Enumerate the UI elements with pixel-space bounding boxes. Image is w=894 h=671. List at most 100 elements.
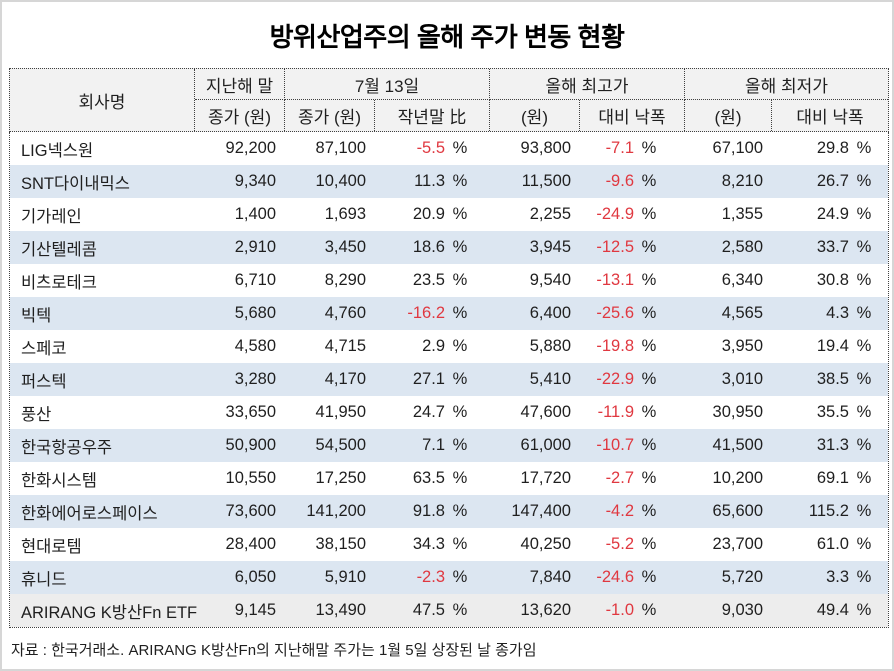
percent-sign: % (641, 370, 657, 388)
company-name-cell: 비츠로테크 (21, 273, 97, 292)
percent-sign: % (856, 535, 872, 553)
jul13-close-cell: 1,693 (324, 205, 366, 223)
high-drop-cell: -5.2% (579, 535, 684, 554)
year-high-cell: 47,600 (520, 403, 571, 421)
percent-sign: % (452, 337, 468, 355)
high-drop-cell: -25.6% (579, 304, 684, 323)
high-drop-cell: -13.1% (579, 271, 684, 290)
table-row: 기산텔레콤 2,910 3,450 18.6% 3,945 -12.5% 2,580 33.7… (10, 231, 888, 264)
low-drop-cell: 4.3% (771, 304, 888, 323)
header-vs-year-end: 작년말 比 (375, 100, 490, 131)
header-high-drop: 대비 낙폭 (580, 100, 685, 131)
vs-year-end-cell: 27.1% (374, 370, 489, 389)
year-high-cell: 13,620 (520, 601, 571, 619)
price-table: 회사명 지난해 말 7월 13일 올해 최고가 올해 최저가 종가 (원) 종가… (9, 68, 889, 628)
percent-sign: % (452, 271, 468, 289)
high-drop-cell: -9.6% (579, 172, 684, 191)
percent-sign: % (641, 436, 657, 454)
company-name-cell: 풍산 (21, 405, 52, 424)
last-year-close-cell: 5,680 (234, 304, 276, 322)
low-drop-cell: 49.4% (771, 601, 888, 620)
percent-value: 27.1 (412, 370, 445, 388)
last-year-close-cell: 50,900 (225, 436, 276, 454)
year-high-cell: 147,400 (511, 502, 571, 520)
percent-sign: % (856, 601, 872, 619)
percent-value: -9.6 (605, 172, 634, 190)
year-low-cell: 5,720 (721, 568, 763, 586)
vs-year-end-cell: 63.5% (374, 469, 489, 488)
percent-value: -10.7 (596, 436, 634, 454)
company-name-cell: 현대로템 (21, 537, 82, 556)
high-drop-cell: -11.9% (579, 403, 684, 422)
header-close-won-last: 종가 (원) (195, 100, 285, 131)
year-low-cell: 65,600 (712, 502, 763, 520)
high-drop-cell: -22.9% (579, 370, 684, 389)
percent-sign: % (452, 469, 468, 487)
percent-value: 38.5 (816, 370, 849, 388)
header-group-last-year: 지난해 말 (195, 69, 285, 100)
year-low-cell: 9,030 (721, 601, 763, 619)
percent-value: -4.2 (605, 502, 634, 520)
year-low-cell: 10,200 (712, 469, 763, 487)
percent-value: 2.9 (422, 337, 445, 355)
percent-value: -24.6 (596, 568, 634, 586)
percent-sign: % (856, 436, 872, 454)
percent-value: -5.2 (605, 535, 634, 553)
percent-value: 4.3 (826, 304, 849, 322)
percent-value: 49.4 (816, 601, 849, 619)
header-low-won: (원) (685, 100, 772, 131)
percent-sign: % (452, 370, 468, 388)
low-drop-cell: 69.1% (771, 469, 888, 488)
percent-value: 24.7 (412, 403, 445, 421)
last-year-close-cell: 33,650 (225, 403, 276, 421)
jul13-close-cell: 38,150 (315, 535, 366, 553)
percent-value: 18.6 (412, 238, 445, 256)
table-row: 한화시스템 10,550 17,250 63.5% 17,720 -2.7% 10,200 6… (10, 462, 888, 495)
company-name-cell: LIG넥스원 (21, 141, 94, 160)
percent-sign: % (452, 304, 468, 322)
percent-value: 33.7 (816, 238, 849, 256)
percent-value: -1.0 (605, 601, 634, 619)
low-drop-cell: 115.2% (771, 502, 888, 521)
high-drop-cell: -10.7% (579, 436, 684, 455)
percent-sign: % (452, 205, 468, 223)
percent-sign: % (856, 139, 872, 157)
company-name-cell: 스페코 (21, 339, 67, 358)
percent-value: -22.9 (596, 370, 634, 388)
last-year-close-cell: 4,580 (234, 337, 276, 355)
vs-year-end-cell: 91.8% (374, 502, 489, 521)
low-drop-cell: 24.9% (771, 205, 888, 224)
last-year-close-cell: 92,200 (225, 139, 276, 157)
year-low-cell: 3,010 (721, 370, 763, 388)
last-year-close-cell: 2,910 (234, 238, 276, 256)
company-name-cell: SNT다이내믹스 (21, 174, 130, 193)
jul13-close-cell: 141,200 (306, 502, 366, 520)
percent-value: 7.1 (422, 436, 445, 454)
year-low-cell: 4,565 (721, 304, 763, 322)
percent-value: 63.5 (412, 469, 445, 487)
percent-value: 23.5 (412, 271, 445, 289)
percent-value: 11.3 (414, 172, 445, 190)
vs-year-end-cell: 47.5% (374, 601, 489, 620)
header-low-drop: 대비 낙폭 (796, 108, 864, 127)
percent-sign: % (856, 502, 872, 520)
percent-value: 61.0 (816, 535, 849, 553)
percent-value: -12.5 (596, 238, 634, 256)
last-year-close-cell: 10,550 (225, 469, 276, 487)
last-year-close-cell: 3,280 (234, 370, 276, 388)
header-group-low: 올해 최저가 (685, 69, 888, 100)
jul13-close-cell: 4,760 (324, 304, 366, 322)
percent-sign: % (641, 535, 657, 553)
year-high-cell: 61,000 (520, 436, 571, 454)
company-name-cell: 퍼스텍 (21, 372, 67, 391)
percent-value: 115.2 (808, 502, 849, 520)
year-high-cell: 3,945 (529, 238, 571, 256)
percent-sign: % (641, 469, 657, 487)
last-year-close-cell: 73,600 (225, 502, 276, 520)
vs-year-end-cell: -5.5% (374, 139, 489, 158)
jul13-close-cell: 8,290 (324, 271, 366, 289)
percent-value: 26.7 (816, 172, 849, 190)
year-high-cell: 2,255 (529, 205, 571, 223)
high-drop-cell: -12.5% (579, 238, 684, 257)
